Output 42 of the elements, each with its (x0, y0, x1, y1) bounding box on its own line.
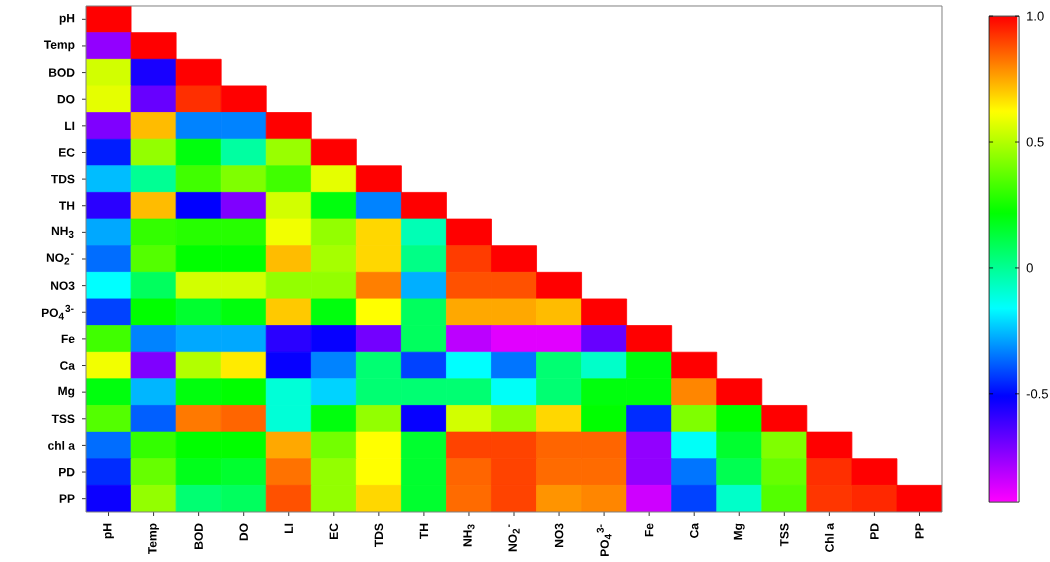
x-tick-label: Fe (644, 523, 654, 537)
y-tick-label: pH (59, 13, 75, 25)
x-tick-label: Ca (689, 522, 699, 538)
x-tick-label: BOD (194, 523, 203, 549)
x-tick-label: Mg (733, 523, 745, 540)
x-tick-label: PO$_{4}$3- (596, 524, 612, 557)
x-tick-label: EC (329, 523, 339, 539)
x-tick-label: NO$_{2}$- (508, 524, 520, 552)
x-tick-label: PP (915, 523, 924, 539)
y-tick-label: NO3 (51, 281, 75, 290)
y-tick-label: LI (65, 121, 75, 130)
color-bar-label: 0.5 (1026, 137, 1044, 147)
y-tick-label: PP (59, 494, 75, 503)
y-tick-label: TSS (51, 414, 75, 424)
y-tick-label: NO$_{2}$- (46, 253, 74, 265)
x-tick-label: TDS (374, 523, 384, 547)
y-tick-label: DO (57, 94, 75, 104)
color-bar-label: 0 (1026, 263, 1033, 273)
y-tick-label: PO$_{4}$3- (41, 304, 74, 320)
y-tick-label: PD (59, 467, 75, 477)
y-tick-label: NH$_{3}$ (51, 226, 74, 238)
y-tick-label: BOD (49, 68, 75, 77)
y-tick-label: Fe (61, 334, 75, 344)
y-tick-label: chl a (48, 440, 76, 450)
x-tick-label: LI (284, 523, 293, 533)
x-tick-label: NH$_{3}$ (463, 524, 475, 547)
x-tick-label: DO (239, 523, 248, 541)
y-tick-label: TH (59, 201, 75, 210)
x-tick-label: TH (419, 523, 429, 539)
y-tick-label: Mg (58, 386, 75, 398)
x-tick-label: TSS (780, 523, 789, 547)
x-tick-label: pH (103, 523, 114, 539)
x-tick-label: NO3 (554, 523, 564, 547)
y-tick-label: Ca (60, 361, 76, 370)
y-tick-label: TDS (51, 174, 75, 184)
y-tick-label: EC (59, 148, 75, 157)
y-tick-label: Temp (43, 40, 75, 52)
x-tick-label: PD (870, 523, 879, 539)
x-tick-label: Chl a (824, 523, 834, 552)
color-bar-label: -0.5 (1026, 389, 1048, 399)
color-bar-label: 1.0 (1027, 11, 1044, 21)
x-tick-label: Temp (148, 523, 159, 555)
